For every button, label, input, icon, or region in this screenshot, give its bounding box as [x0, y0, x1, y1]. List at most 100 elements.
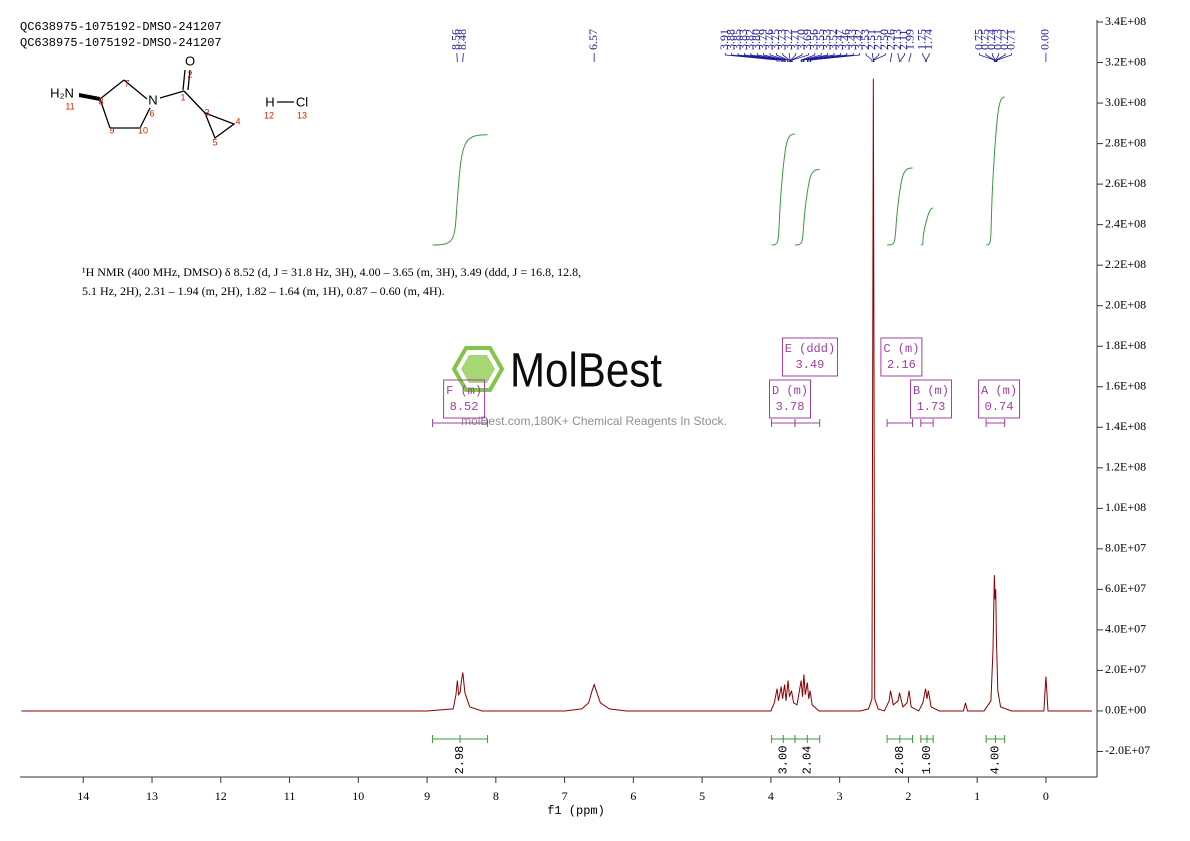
integral-curve	[432, 134, 488, 246]
x-tick-label: 12	[215, 789, 227, 803]
y-tick-label: 2.8E+08	[1105, 135, 1146, 149]
multiplet-label: E (ddd)	[785, 342, 835, 356]
peak-label: 3.71	[787, 29, 801, 50]
peak-connector	[872, 53, 880, 62]
peak-connector	[801, 53, 822, 62]
peak-label: 2.50	[877, 29, 891, 50]
peak-label: 3.70	[794, 29, 808, 50]
peak-connector	[897, 53, 900, 62]
multiplet-label: B (m)	[913, 384, 949, 398]
integral-label: 1.00	[920, 746, 934, 775]
peak-label: 2.11	[896, 29, 910, 50]
integral-curve	[771, 133, 795, 246]
x-tick-label: 4	[768, 789, 774, 803]
peak-connector	[756, 53, 786, 62]
y-tick-label: 1.6E+08	[1105, 378, 1146, 392]
peak-connector	[996, 53, 1006, 62]
peak-connector	[790, 53, 797, 62]
peak-label: 3.52	[826, 29, 840, 50]
peak-label: 2.26	[883, 29, 897, 50]
atom-number: 5	[212, 137, 217, 147]
y-tick-label: -2.0E+07	[1105, 743, 1150, 757]
y-tick-label: 6.0E+07	[1105, 581, 1146, 595]
x-tick-label: 14	[77, 789, 89, 803]
multiplet-box	[443, 379, 486, 419]
bond	[123, 79, 148, 100]
multiplet-shift: 0.74	[985, 400, 1014, 414]
y-tick-label: 1.8E+08	[1105, 338, 1146, 352]
y-tick-label: 1.2E+08	[1105, 460, 1146, 474]
atom-number: 12	[264, 110, 274, 120]
peak-label: 3.85	[730, 29, 744, 50]
peak-connector	[800, 53, 816, 62]
peak-label: 3.75	[768, 29, 782, 50]
x-tick-label: 5	[699, 789, 705, 803]
watermark: MolBest molBest.com,180K+ Chemical Reage…	[451, 345, 727, 428]
y-tick-label: 2.0E+08	[1105, 297, 1146, 311]
atom-number: 11	[65, 101, 74, 111]
y-tick-label: 3.0E+08	[1105, 95, 1146, 109]
peak-connector	[865, 53, 873, 62]
integral-label: 2.98	[453, 746, 467, 775]
atom: H	[265, 94, 274, 109]
peak-label: 1.75	[914, 29, 928, 50]
x-tick-label: 2	[905, 789, 911, 803]
peak-label: 1.99	[903, 29, 917, 50]
peak-label: 0.73	[990, 29, 1004, 50]
peak-connector	[890, 53, 893, 62]
y-tick-label: 2.6E+08	[1105, 176, 1146, 190]
y-tick-label: 2.4E+08	[1105, 216, 1146, 230]
peak-label: 0.75	[971, 29, 985, 50]
bond	[99, 98, 111, 129]
multiplet-label: C (m)	[883, 342, 919, 356]
integral-curve	[920, 207, 934, 246]
peak-connector	[776, 53, 789, 62]
x-tick-label: 10	[352, 789, 364, 803]
logo-inner	[461, 355, 495, 383]
peak-connector	[900, 53, 905, 62]
peak-label: 2.13	[890, 29, 904, 50]
bond	[187, 69, 191, 91]
sample-id: QC638975-1075192-DMSO-241207	[20, 20, 222, 34]
peak-connector	[763, 53, 786, 62]
integral-label: 4.00	[989, 746, 1003, 775]
integral-curve	[794, 169, 820, 246]
y-tick-label: 2.0E+07	[1105, 662, 1146, 676]
peak-connector	[807, 53, 848, 62]
multiplet-box	[781, 337, 838, 377]
peak-label: 3.76	[762, 29, 776, 50]
peak-label: 0.75	[978, 29, 992, 50]
peak-connector	[985, 53, 995, 62]
atom-number: 1	[180, 92, 185, 102]
peak-label: 0.72	[997, 29, 1011, 50]
peak-label: 3.88	[723, 29, 737, 50]
brand: MolBest	[510, 345, 662, 398]
structure: O 2 1 N 6 7 8 9 10 H₂N 11 3 4 5 H Cl 12 …	[50, 53, 308, 147]
peak-label: 3.56	[807, 29, 821, 50]
peak-label: 3.80	[749, 29, 763, 50]
y-tick-label: 3.4E+08	[1105, 14, 1146, 28]
peak-connector	[925, 53, 930, 62]
tagline: molBest.com,180K+ Chemical Reagents In S…	[461, 414, 727, 428]
peak-label: 0.00	[1038, 29, 1052, 50]
peak-connector	[802, 53, 829, 62]
peak-connector	[744, 53, 783, 62]
peak-label: 3.91	[717, 29, 731, 50]
peak-label: 3.43	[845, 29, 859, 50]
y-tick-label: 1.0E+08	[1105, 500, 1146, 514]
peak-connector	[737, 53, 782, 62]
atom-number: 6	[149, 108, 154, 118]
bond	[139, 107, 151, 129]
x-tick-label: 7	[562, 789, 568, 803]
x-tick-label: 0	[1043, 789, 1049, 803]
atom: N	[148, 92, 157, 107]
peak-connector	[788, 53, 791, 62]
peak-label: 3.72	[781, 29, 795, 50]
atom-number: 10	[138, 125, 148, 135]
bond	[99, 79, 125, 100]
y-tick-label: 0.0E+00	[1105, 703, 1146, 717]
peak-label: 1.74	[921, 29, 935, 50]
peak-connector	[731, 53, 780, 62]
multiplet-shift: 8.52	[450, 400, 479, 414]
